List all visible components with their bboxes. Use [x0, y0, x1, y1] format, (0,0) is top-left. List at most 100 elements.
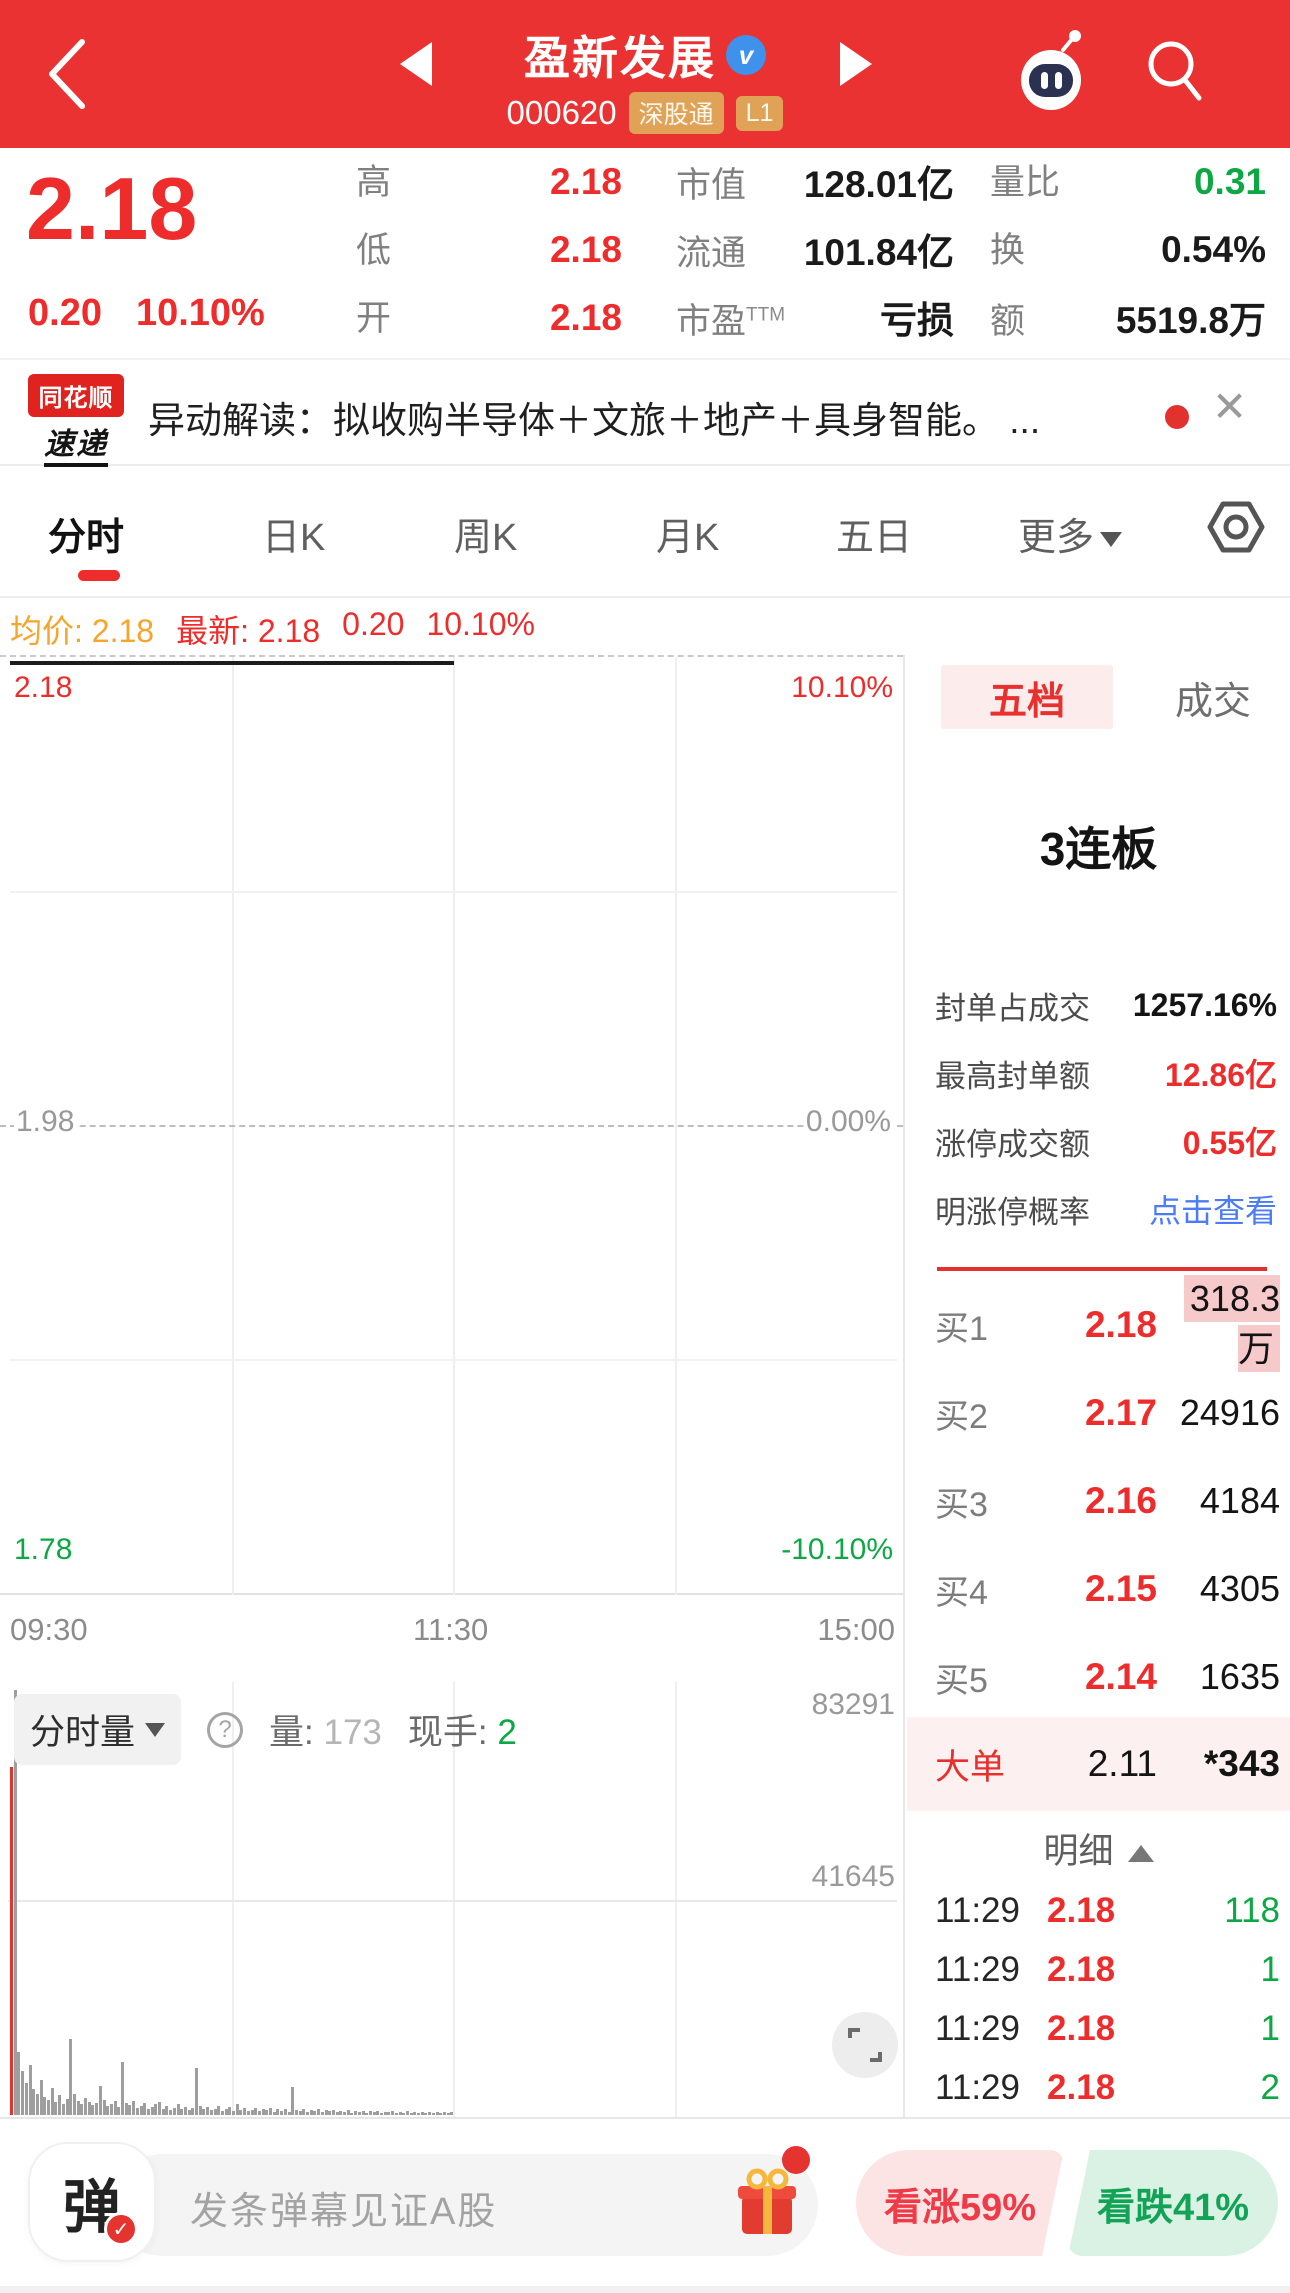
active-tab-indicator	[78, 570, 120, 581]
next-stock-icon[interactable]	[840, 42, 872, 86]
volume-bar	[317, 2109, 321, 2115]
volume-bar	[76, 2101, 80, 2115]
volume-bar	[213, 2109, 217, 2115]
ai-robot-icon[interactable]	[1005, 28, 1097, 120]
volume-bar	[232, 2111, 235, 2115]
gift-icon[interactable]	[732, 2166, 802, 2238]
volume-bar	[439, 2113, 443, 2115]
price-change: 0.20 10.10%	[28, 292, 265, 335]
tick-row: 11:29 2.18 1	[935, 1940, 1280, 1999]
bid-row[interactable]: 买3 2.16 4184	[935, 1457, 1280, 1545]
y-axis-mid-left: 1.98	[14, 1105, 77, 1139]
bid-label: 买5	[935, 1661, 988, 1700]
volume-header: 分时量 ? 量: 173 现手: 2	[14, 1694, 517, 1765]
help-icon[interactable]: ?	[207, 1711, 244, 1748]
volume-indicator-selector[interactable]: 分时量	[14, 1694, 182, 1765]
quote-col-ratio: 量比 0.31 换 0.54% 额 5519.8万	[990, 154, 1266, 358]
volume-bar	[172, 2108, 176, 2115]
bid-volume: 24916	[1179, 1392, 1280, 1433]
prev-close-dashed-line	[0, 1125, 903, 1127]
current-price: 2.18	[26, 159, 198, 258]
volume-bar	[209, 2110, 213, 2115]
tick-list: 11:29 2.18 118 11:29 2.18 1 11:29 2.18 1…	[935, 1881, 1280, 2117]
tab-weekly-k[interactable]: 周K	[454, 517, 518, 559]
volume-bar	[280, 2111, 284, 2115]
volume-bar	[143, 2103, 147, 2115]
chart-settings-icon[interactable]	[1202, 494, 1270, 560]
grid-line	[8, 1900, 897, 1902]
tab-daily-k[interactable]: 日K	[262, 517, 326, 559]
bid-row[interactable]: 买2 2.17 24916	[935, 1369, 1280, 1457]
red-separator	[937, 1267, 1267, 1271]
bid-row[interactable]: 买5 2.14 1635	[935, 1633, 1280, 1721]
tab-more[interactable]: 更多	[1018, 506, 1123, 561]
volume-bar	[302, 2109, 306, 2115]
volume-bar	[380, 2113, 383, 2115]
unread-dot-icon	[1165, 405, 1189, 429]
volume-bar	[298, 2111, 302, 2115]
tab-five-day[interactable]: 五日	[836, 517, 913, 559]
volume-bar	[269, 2108, 272, 2115]
volume-bar	[17, 2052, 21, 2115]
tick-price: 2.18	[1047, 2008, 1116, 2048]
order-book-tabs: 五档 成交	[905, 665, 1290, 729]
tab-minute[interactable]: 分时	[48, 517, 125, 559]
volume-bar	[150, 2107, 154, 2115]
volume-bar	[61, 2104, 65, 2115]
stat-label: 封单占成交	[935, 990, 1090, 1026]
bid-row[interactable]: 买4 2.15 4305	[935, 1545, 1280, 1633]
volume-bar	[21, 2071, 25, 2115]
volume-bar	[154, 2104, 158, 2115]
back-icon[interactable]	[38, 34, 98, 114]
time-tick-noon: 11:30	[413, 1612, 489, 1647]
level-badge: L1	[735, 95, 784, 131]
volume-total: 量: 173	[269, 1713, 382, 1752]
volume-chart[interactable]: 83291 41645 分时量 ? 量: 173 现手: 2	[0, 1682, 903, 2119]
tab-monthly-k[interactable]: 月K	[656, 517, 720, 559]
stat-label: 明涨停概率	[935, 1194, 1090, 1230]
volume-bar	[228, 2107, 232, 2115]
volume-bar	[217, 2106, 221, 2115]
chevron-down-icon	[1100, 532, 1123, 548]
danmu-toggle-button[interactable]: 弹 ✓	[28, 2142, 156, 2262]
danmu-input[interactable]	[112, 2154, 818, 2256]
bid-row[interactable]: 买1 2.18 318.3万	[935, 1275, 1280, 1372]
tab-five-levels[interactable]: 五档	[941, 665, 1113, 729]
volume-bar	[50, 2088, 54, 2115]
volume-bar	[313, 2111, 317, 2115]
stat-value: 1257.16%	[1132, 986, 1277, 1023]
volume-bar	[206, 2107, 210, 2115]
volume-bar	[113, 2101, 117, 2115]
volume-bar	[95, 2103, 99, 2115]
news-headline[interactable]: 异动解读：拟收购半导体＋文旅＋地产＋具身智能。 ...	[148, 400, 1041, 441]
volume-bar	[35, 2094, 39, 2115]
stock-code: 000620	[506, 94, 617, 131]
limit-up-probability-link[interactable]: 点击查看	[1148, 1193, 1277, 1229]
news-flash-bar[interactable]: 同花顺 速递 异动解读：拟收购半导体＋文旅＋地产＋具身智能。 ... ✕	[0, 358, 1290, 467]
detail-header[interactable]: 明细	[905, 1823, 1290, 1874]
prev-stock-icon[interactable]	[400, 42, 432, 86]
expand-chart-button[interactable]	[832, 2012, 898, 2078]
tick-price: 2.18	[1047, 1949, 1116, 1989]
vote-bullish-button[interactable]: 看涨59%	[856, 2150, 1064, 2256]
big-order-row[interactable]: 大单 2.11 *343	[907, 1717, 1290, 1811]
big-order-price: 2.11	[1087, 1743, 1157, 1784]
intraday-price-chart[interactable]: 2.18 10.10% 1.98 0.00% 1.78 -10.10%	[0, 655, 903, 1595]
volume-bar	[139, 2106, 143, 2115]
volume-bar	[409, 2113, 413, 2115]
volume-bar	[28, 2065, 32, 2115]
search-icon[interactable]	[1135, 28, 1215, 112]
chart-period-tabs: 分时 日K 周K 月K 五日 更多	[0, 466, 1290, 598]
tab-transactions[interactable]: 成交	[1175, 680, 1252, 723]
vote-bearish-button[interactable]: 看跌41%	[1068, 2150, 1278, 2256]
chevron-down-icon	[145, 1722, 166, 1737]
volume-bar	[10, 1767, 13, 2115]
close-icon[interactable]: ✕	[1212, 383, 1248, 430]
grid-line	[453, 1682, 455, 2117]
turnover-value: 0.54%	[1161, 229, 1266, 270]
volume-bar	[331, 2110, 335, 2115]
volume-bar	[224, 2109, 228, 2115]
bid-volume: 4184	[1199, 1480, 1280, 1521]
volume-bar	[391, 2111, 395, 2115]
notification-dot-icon	[782, 2146, 810, 2174]
